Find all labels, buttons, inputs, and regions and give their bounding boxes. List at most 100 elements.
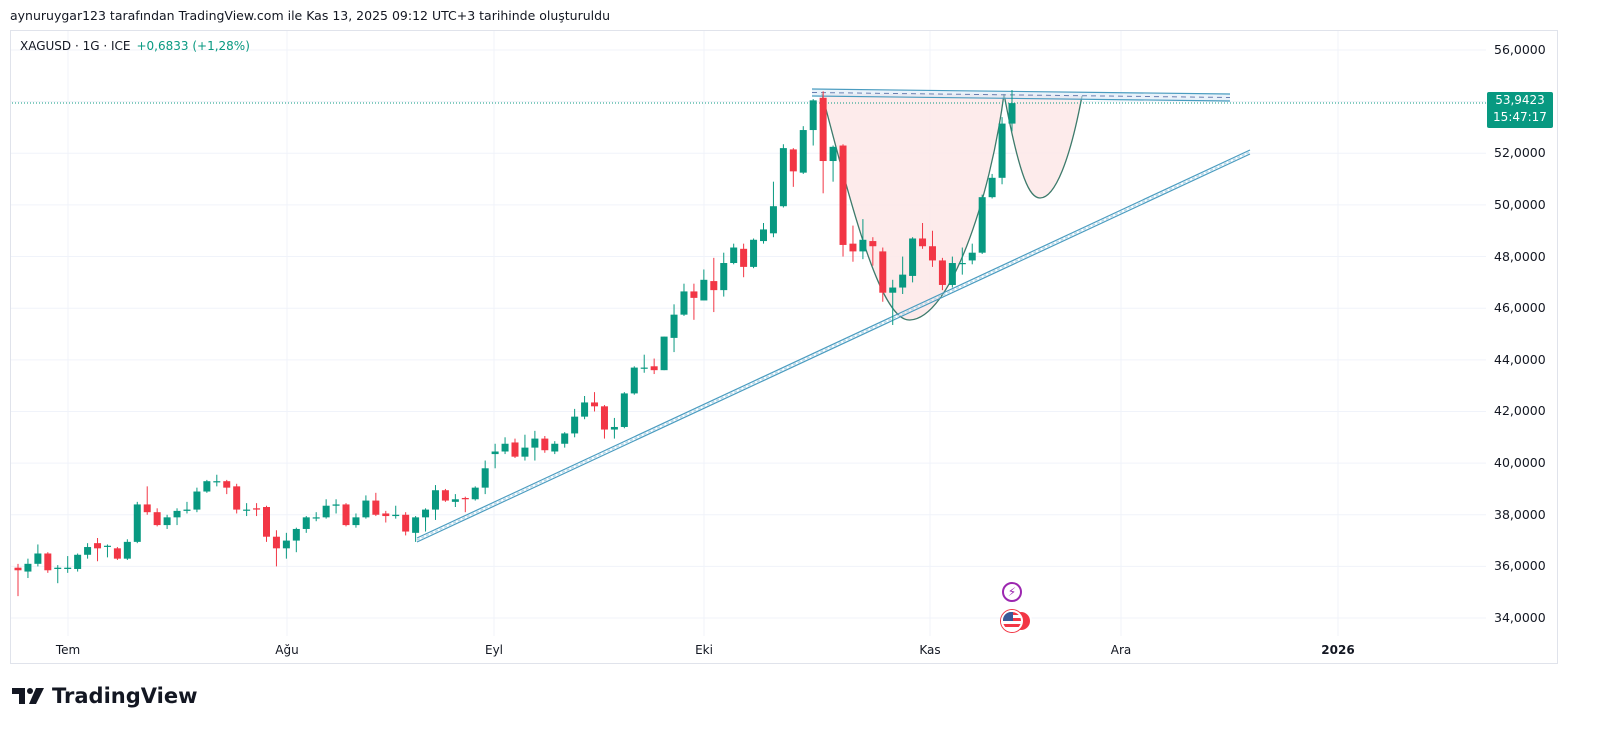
candle-body [133,504,141,542]
candle-body [978,197,986,253]
candle-body [24,563,32,572]
price-label: 46,0000 [1494,300,1546,316]
price-label: 48,0000 [1494,248,1546,264]
time-label: Eyl [484,643,504,657]
candle-body [571,416,579,434]
candle [392,505,400,519]
candle [531,430,539,461]
candle-body [431,490,439,510]
handle-curve [1003,93,1083,199]
candle [511,438,519,458]
candle [372,492,380,517]
candle-body [113,548,121,559]
candle-body [342,504,350,526]
candle-body [511,442,519,457]
candle-body [849,243,857,252]
symbol-legend[interactable]: XAGUSD · 1G · ICE +0,6833 (+1,28%) [20,39,250,53]
candle [680,283,688,316]
candle-body [938,260,946,285]
candle [223,479,231,495]
candle-body [968,252,976,261]
price-label: 34,0000 [1494,610,1546,626]
candle [243,503,251,517]
chart-frame [10,30,1558,664]
lightning-event-icon[interactable]: ⚡ [1002,582,1022,602]
candle-body [839,145,847,245]
candle-body [899,274,907,288]
candles [14,90,1016,597]
candle [750,238,758,269]
candle [213,474,221,487]
candle [799,126,807,174]
candle [859,219,867,260]
handle-pattern [1004,94,1082,198]
candle [899,256,907,294]
candle [94,537,102,562]
candle [779,144,787,208]
resistance-channel [811,88,1231,102]
candle [362,495,370,519]
candle [919,222,927,249]
candle-body [581,402,589,417]
candle-body [322,505,330,518]
candle [958,247,966,275]
candle [710,257,718,313]
candle-body [84,547,92,555]
price-label: 52,0000 [1494,145,1546,161]
grid-lines [11,31,1486,636]
candle-body [779,148,787,207]
candle [183,501,191,514]
candle [14,563,22,597]
price-label: 36,0000 [1494,558,1546,574]
candle-body [34,553,42,564]
candle [74,553,82,572]
candle-body [282,540,290,549]
price-label: 50,0000 [1494,196,1546,212]
candle-body [561,433,569,444]
candle-body [451,499,459,502]
candle-body [819,97,827,162]
candle [571,408,579,438]
candle-body [531,438,539,448]
price-label: 38,0000 [1494,506,1546,522]
tradingview-logo[interactable]: TradingView [12,684,197,708]
candle [660,336,668,371]
support-trendline [416,149,1251,543]
candle-body [441,490,449,501]
candle [402,512,410,536]
last-price-tag: 53,9423 15:47:17 [1487,92,1553,128]
candle-body [481,468,489,488]
candle [412,516,420,542]
candle [809,99,817,146]
candle [730,243,738,265]
candle [233,483,241,514]
candle-body [312,517,320,519]
candle [690,283,698,320]
candle-body [909,238,917,276]
candle-body [630,367,638,394]
candle-body [422,509,430,518]
time-label: Eki [695,643,713,657]
candle-body [362,500,370,518]
candle-body [392,514,400,517]
candle-body [223,481,231,488]
price-label: 42,0000 [1494,403,1546,419]
candle-body [352,517,360,526]
candle-body [103,545,111,547]
candle [163,514,171,529]
time-label: Ara [1110,643,1132,657]
us-flag-event-icon[interactable] [1001,610,1023,632]
candle [938,257,946,291]
candle [879,247,887,302]
candle [441,488,449,502]
candle-body [760,229,767,242]
candle-body [173,510,181,518]
cup-pattern [822,94,1004,321]
candle [948,256,956,288]
candle [272,530,280,567]
candle-body [74,554,82,569]
time-label: Tem [55,643,81,657]
candle-body [123,541,131,559]
candle-body [412,517,420,533]
